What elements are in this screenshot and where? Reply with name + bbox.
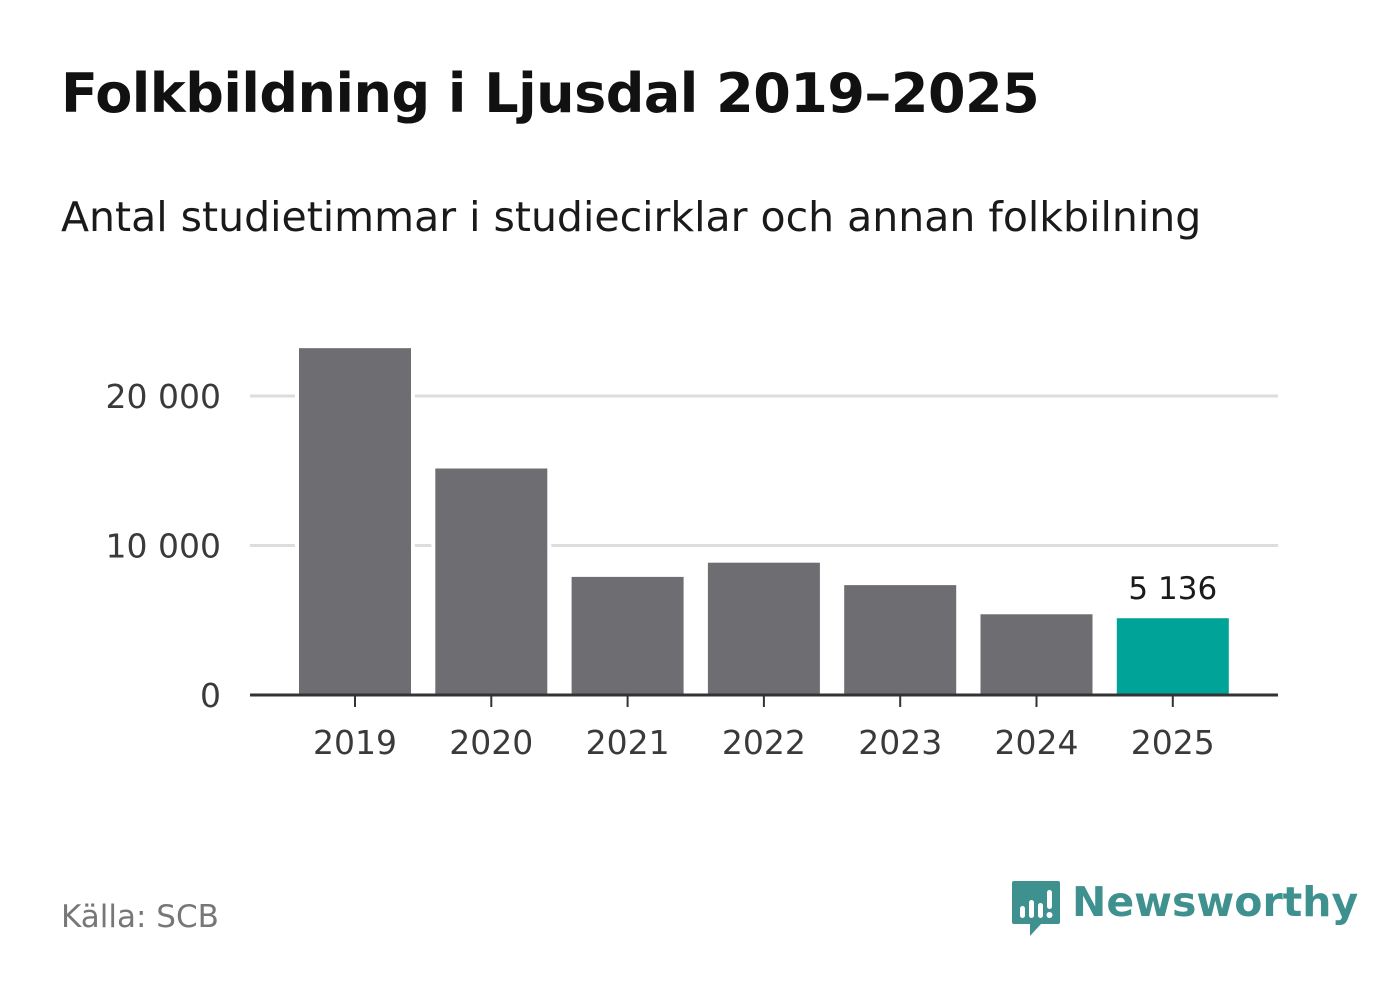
bars [295,348,1233,695]
x-tick-label: 2021 [586,723,670,762]
x-tick-label: 2024 [995,723,1079,762]
bar-2020 [435,468,548,695]
bar-2023 [844,585,957,695]
chart-title: Folkbildning i Ljusdal 2019–2025 [61,62,1040,125]
brand-logo: Newsworthy [1010,878,1358,940]
gridlines [250,394,1278,547]
chart-subtitle: Antal studietimmar i studiecirklar och a… [61,193,1202,241]
bar-2021 [571,576,684,695]
newsworthy-logo-icon [1010,878,1062,944]
x-tick-label: 2019 [313,723,397,762]
x-tick-label: 2020 [449,723,533,762]
bar-2022 [707,562,820,695]
bar-2024 [980,614,1093,695]
x-axis [250,693,1278,707]
x-tick-label: 2023 [858,723,942,762]
x-tick-label: 2022 [722,723,806,762]
bar-2019 [299,348,411,695]
x-tick-label: 2025 [1131,723,1215,762]
y-tick-label: 10 000 [106,527,221,566]
data-label: 5 136 [1128,571,1217,607]
source-note: Källa: SCB [61,899,219,935]
y-tick-label: 20 000 [106,377,221,416]
y-tick-label: 0 [200,676,221,715]
brand-name: Newsworthy [1072,878,1359,926]
bar-2025 [1116,618,1229,695]
labels: 0 10 000 20 000 2019 2020 2021 2022 2023 2024 202… [106,377,1218,762]
